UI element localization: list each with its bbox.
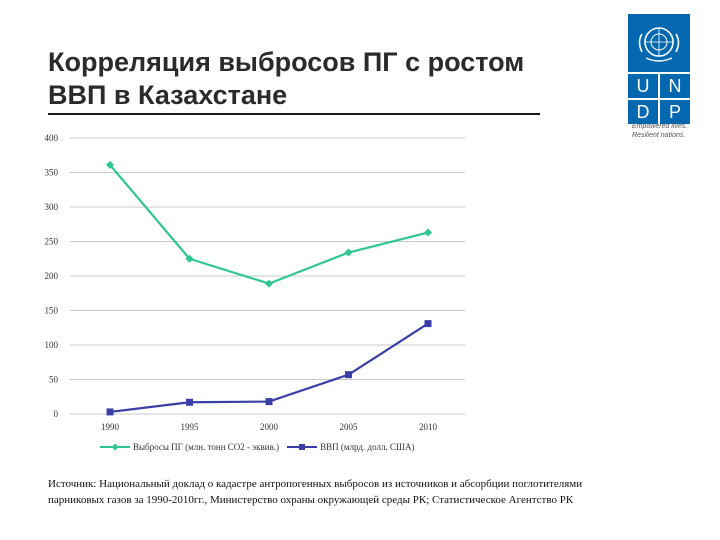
data-point-gdp [265,398,273,406]
x-tick-label: 1995 [181,422,200,432]
data-point-emissions [185,254,194,263]
x-tick-label: 2005 [340,422,359,432]
data-point-gdp [424,320,432,328]
y-tick-label: 100 [45,340,59,350]
x-axis-ticks: 1990 1995 2000 2005 2010 [101,422,438,432]
legend-label-emissions: Выбросы ПГ (млн. тонн СО2 - эквив.) [133,442,280,452]
data-point-gdp [186,398,193,406]
slide-title: Корреляция выбросов ПГ с ростом ВВП в Ка… [48,46,568,112]
source-note-line-1: Источник: Национальный доклад о кадастре… [48,478,583,490]
y-tick-label: 0 [54,409,59,419]
x-tick-label: 2010 [419,422,438,432]
logo-letter-u: U [628,74,658,98]
logo-letter-n: N [660,74,690,98]
y-tick-label: 250 [45,237,59,247]
x-tick-label: 1990 [101,422,120,432]
y-tick-label: 150 [45,306,59,316]
y-tick-label: 50 [49,375,59,385]
legend-marker-gdp [287,444,318,450]
x-tick-label: 2000 [260,422,279,432]
data-point-emissions [265,279,273,288]
data-point-emissions [424,228,432,237]
logo-tagline-line-2: Resilient nations. [632,132,686,139]
source-note: Источник: Национальный доклад о кадастре… [48,476,688,508]
legend-label-gdp: ВВП (млрд. долл. США) [320,442,415,452]
slide-title-line-1: Корреляция выбросов ПГ с ростом [48,47,525,77]
data-point-gdp [106,408,114,416]
data-point-gdp [345,371,352,379]
un-emblem-graphic [638,27,680,62]
logo-letter-d: D [628,100,658,124]
chart-legend: Выбросы ПГ (млн. тонн СО2 - эквив.) ВВП … [100,440,419,454]
y-tick-label: 200 [45,271,59,281]
slide-title-line-2: ВВП в Казахстане [48,80,288,110]
logo-letter-p: P [660,100,690,124]
data-point-emissions [106,160,114,169]
legend-marker-emissions [100,443,130,451]
logo-tagline: Empowered lives. Resilient nations. [632,122,716,140]
y-tick-label: 300 [45,202,59,212]
y-axis-ticks: 0 50 100 150 200 250 300 350 400 [45,133,59,419]
logo-tagline-line-1: Empowered lives. [632,123,688,130]
chart-gridlines [70,137,465,415]
legend-item-gdp: ВВП (млрд. долл. США) [287,442,415,452]
chart-series [106,160,432,416]
undp-logo: U N D P [628,14,690,124]
series-line-emissions [109,164,429,285]
legend-item-emissions: Выбросы ПГ (млн. тонн СО2 - эквив.) [100,442,279,452]
y-tick-label: 400 [45,133,59,143]
y-tick-label: 350 [45,168,59,178]
title-underline [48,113,540,115]
source-note-line-2: парниковых газов за 1990-2010гг., Минист… [48,494,574,506]
data-point-emissions [344,248,353,257]
line-chart: 0 50 100 150 200 250 300 350 400 1990 1995 2000 200… [45,133,465,432]
un-emblem-icon [628,14,690,72]
